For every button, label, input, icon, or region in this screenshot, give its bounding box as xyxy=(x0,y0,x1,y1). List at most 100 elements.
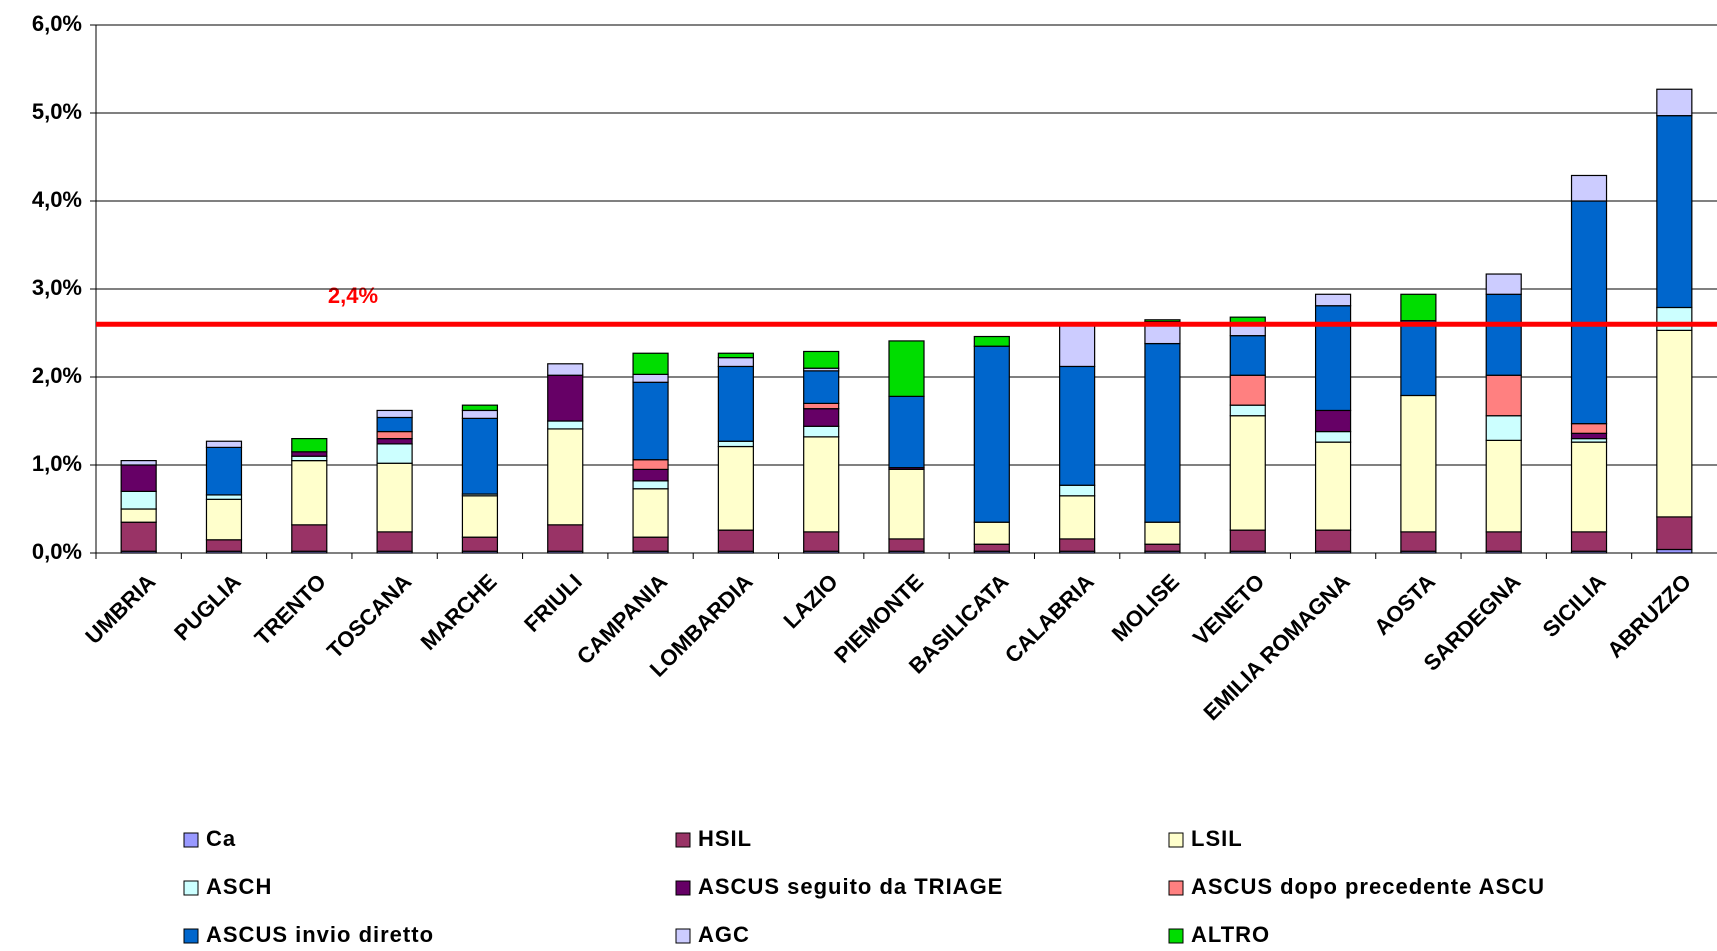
bar-segment xyxy=(632,459,669,471)
x-tick-label: MARCHE xyxy=(416,569,502,655)
bar-segment xyxy=(632,373,669,383)
bar-segment xyxy=(632,536,669,552)
x-tick-label: MOLISE xyxy=(1107,569,1184,646)
x-tick-label: AOSTA xyxy=(1369,569,1440,640)
bar-segment xyxy=(547,374,584,422)
bar-segment xyxy=(1144,543,1181,552)
legend-swatch xyxy=(1168,928,1184,944)
bar-segment xyxy=(291,451,328,457)
bar-segment xyxy=(1144,342,1181,523)
bar-segment xyxy=(205,446,243,496)
bar-segment xyxy=(1400,293,1437,322)
legend-swatch xyxy=(183,928,199,944)
bar-segment xyxy=(1314,409,1352,433)
x-tick-label: SICILIA xyxy=(1538,569,1611,642)
bar-segment xyxy=(803,370,840,404)
bar-segment xyxy=(376,438,413,445)
bar-segment xyxy=(376,416,413,433)
x-tick-label: TRENTO xyxy=(250,569,331,650)
bar-segment xyxy=(120,521,157,552)
bar-segment xyxy=(547,420,584,430)
bar-segment xyxy=(376,409,413,419)
bar-segment xyxy=(717,357,754,368)
y-tick-label: 6,0% xyxy=(32,11,82,36)
bar-segment xyxy=(1485,293,1522,376)
bar-segment xyxy=(461,495,499,538)
x-tick-label: TOSCANA xyxy=(322,569,416,663)
bar-segment xyxy=(120,490,157,510)
x-tick-label: PUGLIA xyxy=(169,569,246,646)
bar-segment xyxy=(717,365,754,442)
x-tick-label: EMILIA ROMAGNA xyxy=(1198,569,1354,725)
bar-segment xyxy=(1570,174,1608,202)
bar-segment xyxy=(547,363,584,376)
bar-segment xyxy=(205,494,243,500)
bar-segment xyxy=(1229,415,1266,531)
legend-label: ALTRO xyxy=(1191,922,1270,947)
bar-segment xyxy=(376,531,413,552)
bar-segment xyxy=(803,425,840,438)
legend-label: ASCUS dopo precedente ASCU xyxy=(1191,874,1545,899)
bar-segment xyxy=(1570,432,1608,440)
bar-segment xyxy=(1656,88,1693,117)
bar-segment xyxy=(120,464,157,492)
y-tick-label: 2,0% xyxy=(32,363,82,388)
bar-segment xyxy=(632,352,669,375)
bar-segment xyxy=(1485,531,1522,552)
bar-segment xyxy=(291,460,328,526)
bar-segment xyxy=(717,352,754,359)
bar-segment xyxy=(1229,529,1266,552)
bar-segment xyxy=(888,395,925,469)
bar-segment xyxy=(888,468,925,540)
bar-segment xyxy=(376,430,413,440)
bar-segment xyxy=(1570,531,1608,552)
bar-segment xyxy=(1400,320,1437,397)
bar-segment xyxy=(1314,293,1352,307)
legend-label: LSIL xyxy=(1191,826,1243,851)
bar-segment xyxy=(803,402,840,410)
bar-segment xyxy=(1314,441,1352,531)
bar-segment xyxy=(1314,529,1352,552)
legend-swatch xyxy=(675,928,691,944)
bar-segment xyxy=(1656,306,1693,331)
bar-segment xyxy=(1656,115,1693,309)
bar-segment xyxy=(120,460,157,466)
legend-label: ASCUS seguito da TRIAGE xyxy=(698,874,1003,899)
bar-segment xyxy=(717,440,754,448)
legend-label: ASCH xyxy=(206,874,272,899)
bar-segment xyxy=(461,417,499,495)
x-tick-label: ABRUZZO xyxy=(1602,569,1696,663)
x-tick-label: VENETO xyxy=(1188,569,1269,650)
bar-segment xyxy=(803,350,840,369)
bar-segment xyxy=(1485,415,1522,441)
bar-segment xyxy=(1144,521,1181,545)
bar-segment xyxy=(291,524,328,552)
bar-segment xyxy=(1485,273,1522,295)
bar-segment xyxy=(547,524,584,552)
bar-segment xyxy=(376,443,413,464)
x-tick-label: CALABRIA xyxy=(1000,569,1099,668)
x-tick-label: LAZIO xyxy=(778,569,842,633)
y-tick-label: 4,0% xyxy=(32,187,82,212)
bar-segment xyxy=(632,480,669,490)
bar-segment xyxy=(803,436,840,533)
bar-segment xyxy=(1059,365,1096,486)
legend-swatch xyxy=(183,880,199,896)
bar-segment xyxy=(205,539,243,552)
legend-label: Ca xyxy=(206,826,236,851)
bar-segment xyxy=(1656,516,1693,551)
legend-label: ASCUS invio diretto xyxy=(206,922,434,947)
bar-segment xyxy=(1485,374,1522,417)
bar-segment xyxy=(1314,305,1352,412)
bar-segment xyxy=(291,438,328,453)
y-tick-label: 0,0% xyxy=(32,539,82,564)
legend-swatch xyxy=(183,832,199,848)
bar-segment xyxy=(1229,374,1266,406)
y-tick-label: 3,0% xyxy=(32,275,82,300)
bar-segment xyxy=(1570,423,1608,434)
annotation: 2,4% xyxy=(328,283,378,308)
bar-segment xyxy=(461,536,499,552)
x-tick-label: UMBRIA xyxy=(80,569,160,649)
bar-segment xyxy=(632,488,669,538)
